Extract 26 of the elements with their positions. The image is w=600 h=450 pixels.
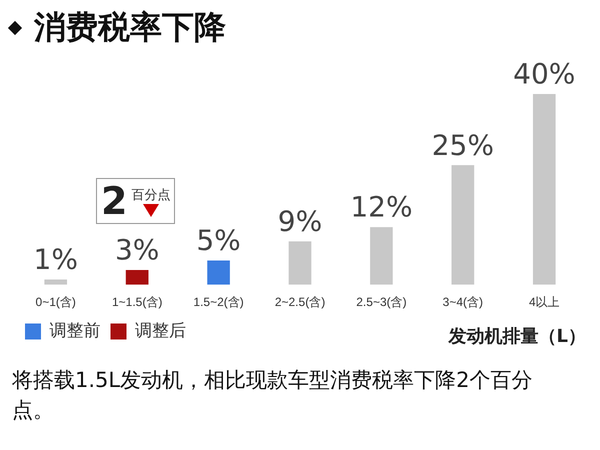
- chart-title: 消费税率下降: [34, 7, 226, 48]
- data-label: 3%: [114, 234, 160, 267]
- x-tick-label: 2.5~3(含): [356, 295, 407, 310]
- text: 将搭载1.5L发动机，相比现款车型消费税率下降2个百分点。: [12, 367, 534, 424]
- data-label: 5%: [196, 224, 241, 258]
- data-label: 1%: [34, 243, 78, 276]
- x-tick-label: 1~1.5(含): [112, 295, 162, 310]
- bar: [452, 165, 474, 285]
- bar: [44, 280, 68, 285]
- bar: [126, 270, 148, 285]
- bar: [532, 94, 556, 285]
- x-tick-label: 0~1(含): [36, 295, 76, 310]
- bar: [288, 241, 312, 285]
- legend-label: 调整后: [135, 321, 186, 340]
- bar: [370, 227, 393, 285]
- x-tick-label: 2~2.5(含): [274, 295, 326, 310]
- data-label: 12%: [350, 190, 413, 224]
- x-tick-label: 3~4(含): [442, 295, 484, 310]
- legend-label: 调整前: [50, 321, 100, 340]
- x-axis-title: 发动机排量（L）: [448, 325, 586, 348]
- bar: [207, 260, 230, 285]
- data-label: 9%: [278, 204, 322, 238]
- data-label: 40%: [513, 57, 576, 90]
- data-label: 25%: [432, 128, 494, 162]
- x-tick-label: 1.5~2(含): [193, 295, 244, 310]
- x-tick-label: 4以上: [528, 295, 560, 310]
